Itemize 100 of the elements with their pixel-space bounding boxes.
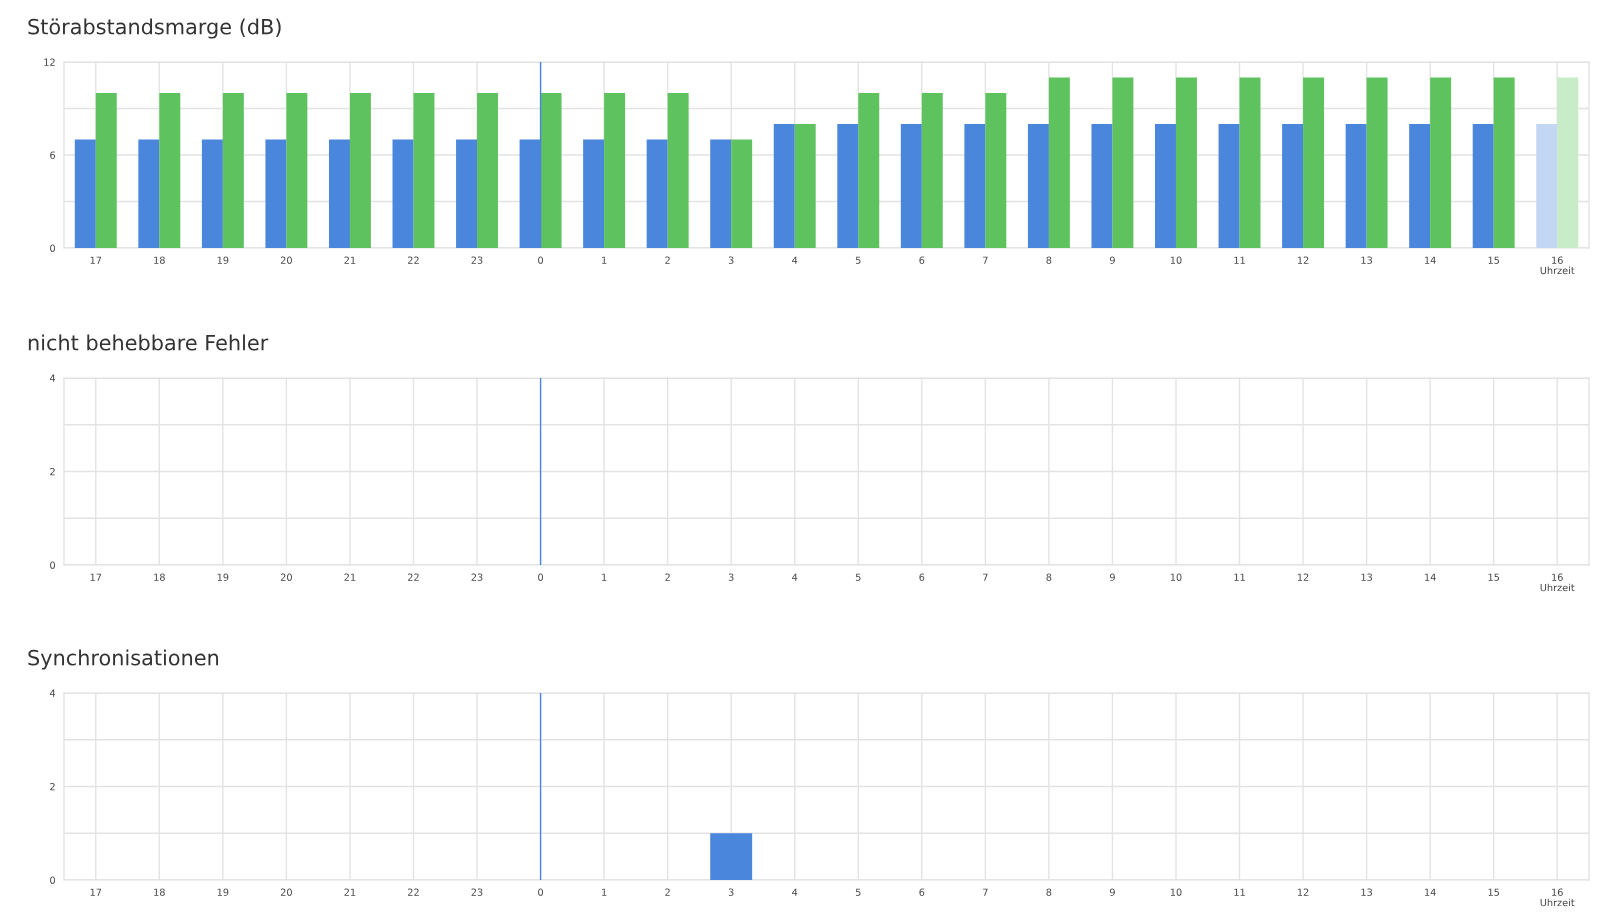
x-tick-label: 0 [538,573,544,581]
x-tick-label: 20 [280,888,292,896]
x-tick-label: 23 [471,888,483,896]
bar [1175,77,1197,248]
x-tick-label: 12 [1297,573,1309,581]
bar [921,93,943,248]
x-tick-label: 13 [1361,256,1373,264]
x-tick-label: 19 [217,573,229,581]
x-tick-label: 18 [154,573,165,581]
x-tick-label: 17 [90,888,102,896]
x-tick-label: 16 [1552,256,1563,264]
x-tick-label: 22 [408,888,419,896]
bar [710,139,732,248]
x-tick-label: 2 [665,888,670,896]
bar [604,93,626,248]
x-tick-label: 6 [919,256,925,264]
x-tick-label: 1 [602,256,607,264]
bar [413,93,435,248]
x-tick-label: 18 [154,888,165,896]
x-tick-label: 15 [1488,256,1500,264]
bar [349,93,371,248]
bar [1218,124,1240,248]
y-tick-label: 0 [50,561,56,569]
y-tick-label: 12 [44,58,55,66]
x-tick-label: 10 [1170,256,1182,264]
x-tick-label: 5 [855,573,861,581]
bar [456,139,478,248]
y-tick-label: 0 [50,244,56,252]
y-tick-label: 4 [49,374,56,382]
bar [1239,77,1261,248]
x-tick-label: 1 [602,573,607,581]
bar [477,93,498,248]
x-tick-label: 16 [1552,573,1563,581]
x-tick-label: 23 [471,256,483,264]
x-tick-label: 21 [344,256,356,264]
x-tick-label: 5 [855,888,861,896]
x-tick-label: 3 [728,256,734,264]
x-tick-label: 4 [792,256,798,264]
x-tick-label: 15 [1488,888,1500,896]
bar [731,139,753,248]
bar [74,139,96,248]
x-tick-label: 21 [344,888,356,896]
bar [540,93,562,248]
bar [1282,124,1304,248]
x-tick-label: 4 [792,888,798,896]
x-tick-label: 13 [1361,888,1373,896]
x-tick-label: 3 [728,573,734,581]
y-tick-label: 2 [50,467,55,476]
x-tick-label: 18 [154,256,165,264]
bar [964,124,986,248]
x-tick-label: 19 [217,888,229,896]
x-tick-label: 5 [855,256,861,264]
x-tick-label: 17 [90,256,102,264]
x-tick-label: 9 [1109,573,1115,581]
y-tick-label: 0 [50,876,56,884]
x-tick-label: 22 [408,256,419,264]
x-tick-label: 19 [217,256,229,264]
x-tick-label: 7 [983,256,988,264]
chart-title: Störabstandsmarge (dB) [28,18,281,39]
bar [1303,77,1325,248]
bar [583,139,605,248]
bar [1112,77,1134,248]
x-tick-label: 0 [538,888,544,896]
x-tick-label: 8 [1046,256,1052,264]
x-tick-label: 2 [665,573,670,581]
y-tick-label: 2 [50,782,55,791]
bar [646,139,668,248]
bar [392,139,414,248]
bar [1027,124,1049,248]
bar [858,93,880,248]
x-tick-label: 14 [1425,573,1436,581]
x-tick-label: 6 [919,573,925,581]
bar [837,124,859,248]
x-tick-label: 0 [538,256,544,264]
x-tick-label: 9 [1109,888,1115,896]
x-tick-label: 12 [1297,888,1309,896]
bar [95,93,117,248]
x-tick-label: 14 [1425,888,1436,896]
x-tick-label: 2 [665,256,670,264]
x-tick-label: 7 [983,888,988,896]
bar [773,124,795,248]
bar [1557,77,1579,248]
bar [1366,77,1388,248]
bar [1493,77,1515,248]
x-tick-label: 21 [344,573,356,581]
x-tick-label: 10 [1170,888,1182,896]
x-tick-label: 1 [602,888,607,896]
bar [201,139,223,248]
x-tick-label: 10 [1170,573,1182,581]
bar [667,93,689,248]
bar [1409,124,1431,248]
x-axis-title: Uhrzeit [1540,898,1575,907]
bar [985,93,1007,248]
bar [138,139,160,248]
chart-title: Synchronisationen [28,649,219,670]
bar [1430,77,1452,248]
x-tick-label: 9 [1109,256,1115,264]
x-tick-label: 3 [728,888,734,896]
bar [1091,124,1113,248]
x-tick-label: 8 [1046,888,1052,896]
